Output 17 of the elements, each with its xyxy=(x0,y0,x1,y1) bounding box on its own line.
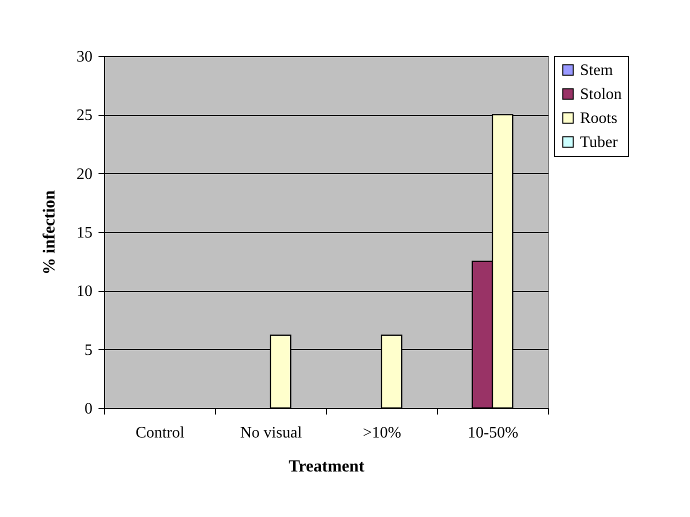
x-tick-label: Control xyxy=(136,424,185,442)
legend-label: Tuber xyxy=(580,134,618,151)
y-tick-label: 25 xyxy=(76,107,92,124)
x-tick-label: No visual xyxy=(240,424,302,442)
legend-label: Stem xyxy=(580,62,614,79)
y-tick-label: 30 xyxy=(76,48,92,66)
y-tick-label: 20 xyxy=(76,166,92,183)
y-tick-label: 5 xyxy=(84,342,92,359)
y-tick-label: 10 xyxy=(76,283,92,300)
y-tick-label: 0 xyxy=(84,400,92,418)
legend-label: Stolon xyxy=(580,86,622,103)
x-axis-title: Treatment xyxy=(288,456,365,476)
x-tick-label: 10-50% xyxy=(468,424,518,442)
y-tick-label: 15 xyxy=(76,224,92,242)
y-axis-title: % infection xyxy=(40,190,58,275)
legend-label: Roots xyxy=(580,110,618,127)
x-tick-label: >10% xyxy=(362,424,402,442)
